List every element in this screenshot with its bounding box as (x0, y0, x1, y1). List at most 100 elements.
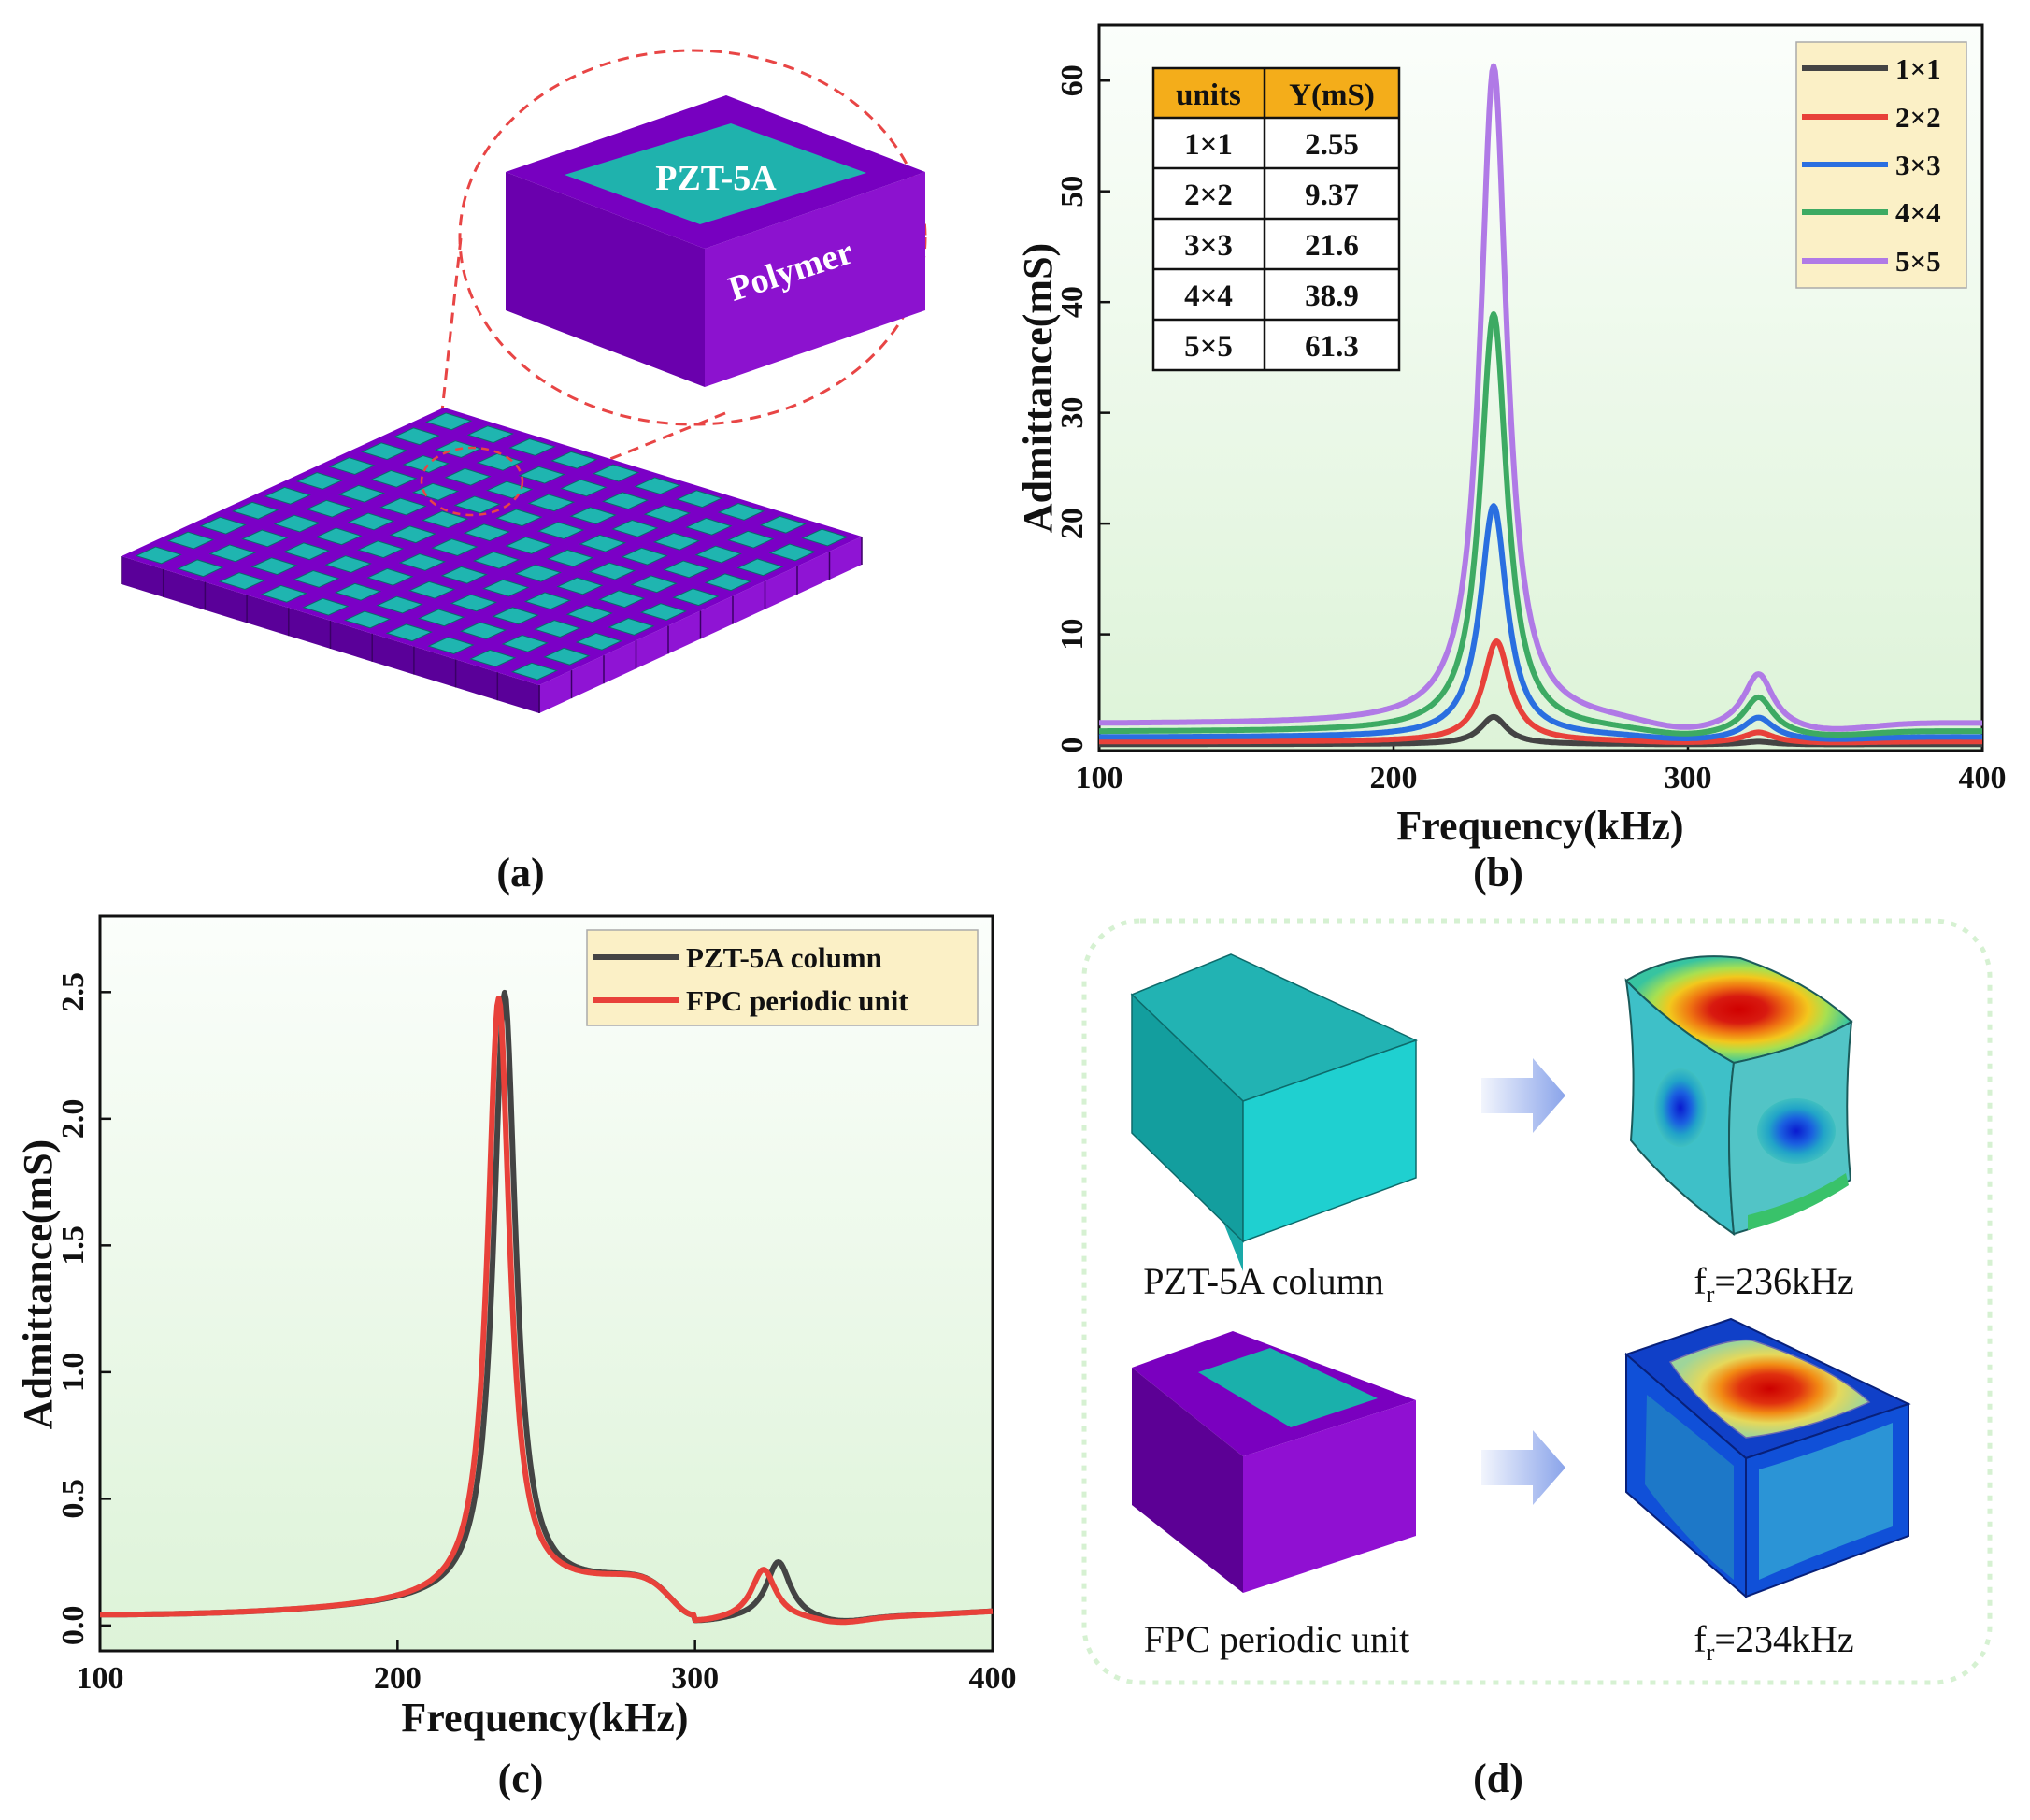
pzt-cell (550, 451, 598, 469)
panel-c-label: (c) (498, 1756, 544, 1801)
plot-b-ticks: 100 200 300 400 0 10 20 30 40 50 60 (1055, 64, 2007, 795)
series-line (1097, 638, 1984, 746)
pzt-cell (385, 623, 433, 642)
pzt-cell (135, 546, 182, 565)
pzt-cell (569, 507, 617, 525)
pzt-cell (444, 467, 492, 486)
zoom-source-marker (420, 446, 524, 517)
pzt-cell (469, 649, 517, 667)
plot-b-curves (1097, 63, 1984, 748)
pzt-cell (508, 438, 556, 456)
pzt-cell (273, 514, 321, 533)
pzt-mode-shape (1624, 955, 1853, 1237)
pzt-cell (293, 570, 340, 588)
pzt-cell (565, 605, 613, 623)
pzt-cell (717, 503, 765, 521)
freq-label-fpc: fr=234kHz (1694, 1618, 1853, 1666)
plot-c-ylabel: Admittance(mS) (15, 1139, 61, 1429)
pzt-cell (360, 442, 408, 461)
y-tick-label: 0.0 (56, 1606, 91, 1646)
fpc-array-plate (121, 408, 863, 713)
pzt-cell (302, 597, 350, 616)
caption-pzt-column: PZT-5A column (1143, 1260, 1383, 1302)
inset-right-face (705, 172, 925, 387)
pzt-cell (768, 543, 817, 562)
caption-fpc-unit: FPC periodic unit (1144, 1618, 1409, 1660)
pzt-cell (370, 469, 418, 488)
pzt-cell (264, 486, 311, 505)
arrow-right-icon (1481, 1430, 1565, 1505)
plot-b-xlabel: Frequency(kHz) (1396, 803, 1683, 849)
pzt-cell (463, 523, 511, 542)
pzt-cell (492, 607, 539, 625)
legend-label: PZT-5A column (686, 941, 882, 974)
pzt-column-cube (1130, 953, 1418, 1271)
legend-label: 1×1 (1895, 52, 1941, 85)
pzt-cell (676, 490, 723, 509)
plot-c-ticks: 100 200 300 400 0.0 0.5 1.0 1.5 2.0 2.5 (56, 972, 1017, 1696)
table-cell: 3×3 (1184, 229, 1233, 263)
table-cell: 38.9 (1305, 279, 1359, 313)
pzt-cell (218, 572, 266, 590)
pzt-cell (379, 497, 427, 516)
inset-left-face (506, 172, 705, 387)
pzt-cell (343, 610, 392, 629)
pzt-cell (685, 517, 733, 536)
y-tick-label: 1.5 (56, 1225, 91, 1266)
pzt-cell (630, 575, 678, 594)
series-line (98, 996, 994, 1626)
pzt-cell (422, 510, 469, 529)
y-tick-label: 60 (1055, 64, 1090, 96)
pzt-cell (250, 557, 298, 576)
pzt-cell (634, 477, 681, 495)
plot-c-curves (98, 989, 994, 1626)
pzt-cell (588, 562, 636, 580)
legend-label: FPC periodic unit (686, 984, 908, 1017)
pzt-cell (527, 494, 576, 512)
y-tick-label: 50 (1055, 176, 1090, 208)
pzt-cell (166, 531, 215, 550)
table-cell: 61.3 (1305, 330, 1359, 364)
pzt-cell (376, 595, 423, 614)
arrow-right-icon (1481, 1058, 1565, 1133)
x-tick-label: 400 (1959, 761, 2007, 795)
pzt-cell (621, 547, 668, 566)
pzt-cell (523, 592, 572, 610)
pzt-cell (643, 505, 691, 523)
x-tick-label: 300 (671, 1661, 719, 1696)
fpc-mode-shape (1624, 1317, 1911, 1599)
series-line (1097, 311, 1984, 738)
pzt-cell (357, 540, 405, 559)
table-body-bg (1153, 118, 1399, 370)
pzt-cell (411, 482, 460, 501)
x-tick-label: 200 (374, 1661, 422, 1696)
pzt-cell (514, 564, 562, 582)
pzt-cell (759, 515, 807, 534)
pzt-cell (598, 590, 646, 609)
pzt-cell (639, 603, 688, 621)
pzt-cell (518, 466, 565, 484)
pzt-cell (727, 530, 775, 549)
y-tick-label: 0 (1055, 738, 1090, 753)
pzt-cell (418, 609, 465, 627)
y-tick-label: 10 (1055, 619, 1090, 651)
pzt-cell (282, 542, 331, 561)
pzt-cell (347, 512, 395, 531)
plot-b-ylabel: Admittance(mS) (1015, 243, 1061, 533)
pzt-cell (592, 464, 640, 482)
table-header-bg (1153, 68, 1399, 118)
pzt-cell (801, 528, 849, 547)
pzt-cell (608, 618, 655, 636)
plot-c-xlabel: Frequency(kHz) (401, 1695, 688, 1741)
y-tick-label: 1.0 (56, 1353, 91, 1393)
pzt-cell (295, 472, 344, 490)
table-cell: 2×2 (1184, 179, 1233, 212)
pzt-cell (704, 573, 752, 592)
legend-label: 4×4 (1895, 196, 1941, 229)
panel-b-label: (b) (1473, 850, 1523, 896)
pzt-cell (431, 538, 479, 556)
pzt-cell (260, 584, 307, 603)
pzt-cell (476, 452, 524, 471)
pzt-cell (334, 582, 382, 601)
pzt-cell (306, 499, 353, 518)
